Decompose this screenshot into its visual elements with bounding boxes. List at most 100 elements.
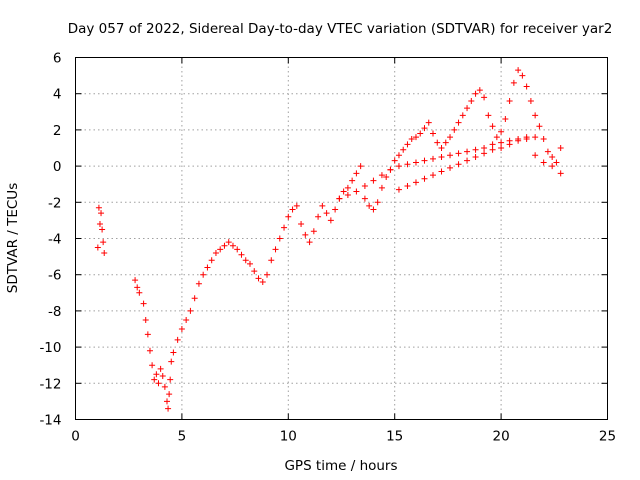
data-point — [430, 155, 437, 162]
data-point — [268, 257, 275, 264]
data-point — [183, 316, 190, 323]
data-point — [146, 347, 153, 354]
data-point — [168, 358, 175, 365]
data-point — [506, 141, 513, 148]
data-point — [344, 184, 351, 191]
data-point — [404, 183, 411, 190]
data-point — [327, 217, 334, 224]
data-point — [344, 192, 351, 199]
data-point — [353, 170, 360, 177]
data-point — [167, 376, 174, 383]
data-point — [100, 239, 107, 246]
data-point — [519, 72, 526, 79]
data-point — [506, 97, 513, 104]
y-axis-label: SDTVAR / TECUs — [5, 183, 21, 293]
data-point — [430, 172, 437, 179]
data-point — [476, 87, 483, 94]
data-point — [361, 195, 368, 202]
data-point — [447, 152, 454, 159]
data-point — [438, 145, 445, 151]
data-point — [251, 268, 258, 275]
data-point — [221, 242, 228, 249]
data-point — [336, 195, 343, 202]
data-points — [94, 67, 564, 412]
data-point — [434, 139, 441, 146]
data-point — [412, 134, 419, 141]
data-point — [455, 119, 462, 126]
data-point — [98, 210, 105, 217]
data-point — [510, 79, 517, 86]
data-point — [298, 221, 305, 228]
data-point — [340, 188, 347, 195]
data-point — [404, 161, 411, 168]
data-point — [285, 213, 292, 220]
data-point — [442, 139, 449, 146]
y-tick-label: 2 — [53, 123, 62, 139]
data-point — [370, 177, 377, 184]
data-point — [191, 295, 198, 302]
data-point — [400, 146, 407, 153]
data-point — [378, 184, 385, 191]
y-tick-label: 0 — [53, 159, 62, 175]
data-point — [557, 170, 564, 177]
data-point — [553, 159, 560, 166]
data-point — [455, 161, 462, 168]
data-point — [155, 380, 162, 387]
data-point — [451, 126, 458, 133]
data-point — [272, 246, 279, 253]
data-point — [306, 239, 313, 246]
data-point — [349, 177, 356, 184]
data-point — [144, 331, 151, 338]
data-point — [242, 257, 249, 264]
data-point — [264, 271, 271, 278]
data-point — [246, 260, 253, 267]
data-point — [421, 175, 428, 182]
data-point — [164, 398, 171, 405]
data-point — [515, 137, 522, 144]
data-point — [378, 172, 385, 179]
data-point — [310, 228, 317, 235]
data-point — [387, 166, 394, 173]
data-point — [489, 123, 496, 130]
data-point — [136, 289, 143, 296]
data-point — [489, 146, 496, 153]
data-point — [472, 146, 479, 153]
data-point — [151, 376, 158, 383]
data-point — [178, 326, 185, 332]
data-point — [200, 271, 207, 278]
data-point — [149, 362, 156, 369]
data-point — [357, 163, 364, 170]
data-point — [395, 186, 402, 193]
data-point — [134, 284, 141, 291]
data-point — [395, 163, 402, 170]
data-point — [493, 134, 500, 141]
data-point — [532, 134, 539, 141]
data-point — [319, 202, 326, 209]
data-point — [502, 116, 509, 123]
data-point — [229, 242, 236, 249]
x-tick-label: 25 — [599, 429, 616, 445]
chart-title: Day 057 of 2022, Sidereal Day-to-day VTE… — [68, 21, 613, 37]
data-point — [234, 246, 241, 253]
data-point — [438, 154, 445, 161]
data-point — [464, 105, 471, 112]
data-point — [212, 249, 219, 256]
x-tick-label: 15 — [386, 429, 403, 445]
data-point — [208, 257, 215, 264]
data-point — [395, 152, 402, 159]
data-point — [323, 210, 330, 217]
data-point — [527, 97, 534, 104]
data-point — [217, 246, 224, 253]
data-point — [468, 97, 475, 104]
data-point — [101, 249, 108, 256]
y-axis: -14 -12 -10 -8 -6 -4 -2 0 2 4 6 — [39, 51, 608, 429]
data-point — [523, 135, 530, 142]
data-point — [481, 145, 488, 151]
data-point — [532, 152, 539, 159]
data-point — [425, 119, 432, 126]
data-point — [166, 391, 173, 398]
data-point — [421, 125, 428, 132]
data-point — [515, 67, 522, 74]
y-tick-label: -2 — [48, 195, 61, 211]
data-point — [281, 224, 288, 231]
